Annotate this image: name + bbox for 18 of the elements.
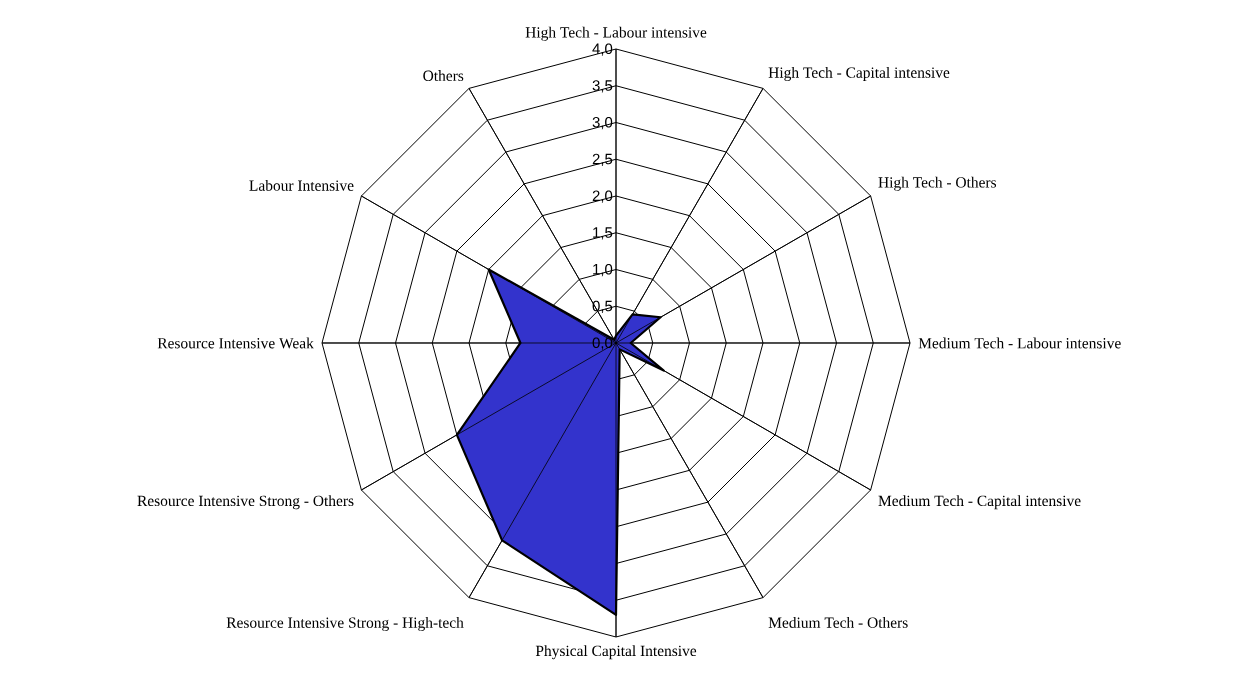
spoke-label: Resource Intensive Weak (157, 337, 314, 349)
spoke-label: High Tech - Labour intensive (525, 26, 707, 41)
y-tick-label: 3,5 (592, 80, 613, 93)
spoke-label: Others (423, 70, 464, 81)
y-tick-label: 3,0 (592, 116, 613, 130)
spoke-label: Physical Capital Intensive (535, 645, 697, 660)
y-tick-label: 1,5 (593, 227, 613, 240)
spoke-label: Medium Tech - Others (768, 617, 908, 628)
spoke-label: High Tech - Capital intensive (768, 66, 950, 81)
y-tick-label: 2,0 (592, 190, 613, 203)
spoke-label: Resource Intensive Strong - High-tech (226, 617, 464, 632)
spoke-label: Medium Tech - Capital intensive (878, 495, 1081, 510)
spoke-label: Labour Intensive (249, 179, 354, 191)
spoke-label: High Tech - Others (878, 176, 997, 191)
spoke-label: Medium Tech - Labour intensive (918, 337, 1121, 349)
spoke-label: Resource Intensive Strong - Others (137, 495, 354, 510)
y-tick-label: 4,0 (592, 43, 613, 56)
y-tick-label: 0,0 (592, 337, 613, 350)
